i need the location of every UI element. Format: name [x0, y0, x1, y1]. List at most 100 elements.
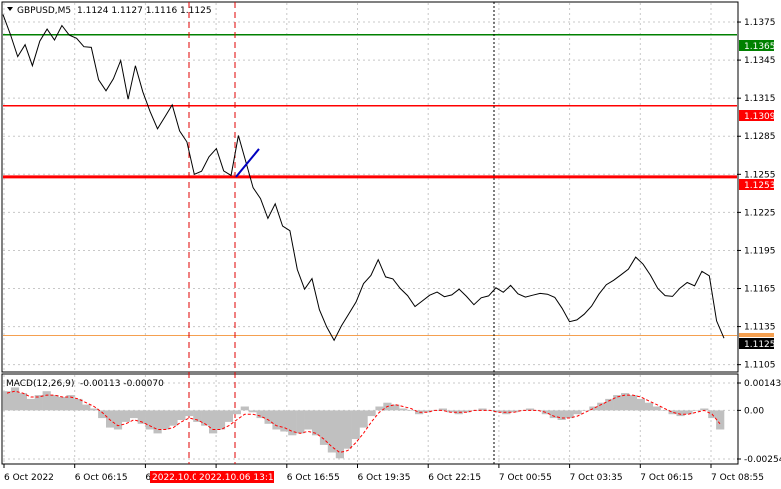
macd-bar: [42, 391, 51, 411]
price-tick-label: 1.1315: [744, 94, 776, 104]
macd-bar: [10, 387, 20, 411]
level-tag-1309: 1.1309: [739, 110, 776, 122]
macd-bar: [407, 410, 416, 411]
time-tick-label: 7 Oct 06:15: [640, 473, 693, 483]
price-tick-label: 1.1285: [744, 132, 776, 142]
macd-bar: [106, 410, 115, 428]
time-tick-label: 7 Oct 08:55: [711, 473, 764, 483]
macd-bar: [494, 410, 503, 413]
macd-bar: [454, 410, 463, 415]
price-tick-label: 1.1255: [744, 170, 776, 180]
macd-bar: [628, 395, 638, 411]
macd-bar: [636, 398, 645, 411]
macd-bar: [256, 410, 265, 419]
macd-bar: [589, 406, 598, 411]
macd-bar: [304, 410, 313, 430]
macd-label: MACD(12,26,9): [6, 379, 74, 389]
time-tick-label: 6 Oct 06:15: [75, 473, 128, 483]
macd-bar: [201, 410, 210, 426]
level-tag-1253: 1.1253: [739, 179, 776, 191]
macd-bar: [581, 410, 590, 411]
macd-bar: [644, 402, 653, 411]
time-tick-label: 7 Oct 00:55: [499, 473, 552, 483]
macd-bar: [359, 410, 368, 428]
macd-bar: [113, 410, 123, 430]
ohlc-values: 1.1124 1.1127 1.1116 1.1125: [77, 6, 212, 16]
macd-bar: [66, 395, 75, 411]
macd-tick-label: -0.00254: [744, 455, 781, 465]
dropdown-triangle-icon[interactable]: [7, 7, 13, 11]
macd-bar: [573, 410, 582, 415]
macd-bar: [161, 410, 170, 430]
macd-bar: [327, 410, 336, 453]
time-marker-tag-1-text: 2022.10.0: [152, 473, 198, 483]
level-tag-1365-text: 1.1365: [744, 42, 776, 52]
macd-bar: [224, 410, 233, 422]
macd-bar: [296, 410, 305, 434]
macd-bar: [676, 410, 685, 417]
price-series-line: [2, 14, 725, 342]
macd-bar: [18, 393, 27, 411]
macd-bar: [351, 410, 360, 440]
macd-bar: [692, 410, 701, 411]
macd-bar: [216, 410, 226, 430]
level-tag-1253-text: 1.1253: [744, 181, 776, 191]
macd-bar: [82, 404, 91, 411]
macd-tick-label: 0.00: [744, 406, 764, 416]
macd-bar: [34, 395, 43, 411]
macd-bar: [668, 410, 677, 415]
macd-bar: [652, 406, 661, 411]
macd-bar: [185, 410, 194, 417]
time-tick-label: 6 Oct 19:35: [358, 473, 411, 483]
macd-bar: [684, 410, 693, 415]
price-panel-frame: [1, 1, 739, 373]
macd-histogram: [3, 387, 725, 459]
macd-bar: [240, 406, 249, 411]
macd-bar: [605, 398, 614, 411]
price-tick-label: 1.1135: [744, 323, 776, 333]
symbol-label: GBPUSD,M5: [17, 6, 71, 16]
macd-bar: [438, 408, 447, 411]
macd-bar: [26, 398, 35, 411]
macd-bar: [248, 410, 257, 413]
macd-bar: [478, 408, 487, 411]
macd-bar: [549, 410, 558, 419]
macd-signal-line: [6, 390, 721, 454]
time-tick-label: 6 Oct 2022: [4, 473, 54, 483]
macd-bar: [169, 410, 178, 426]
price-tick-label: 1.1345: [744, 56, 776, 66]
macd-bar: [375, 406, 384, 411]
time-marker-tag-2-text: 2022.10.06 13:15: [199, 473, 279, 483]
macd-bar: [510, 410, 519, 413]
macd-bar: [557, 410, 566, 420]
macd-bar: [597, 402, 606, 411]
macd-bar: [153, 410, 162, 434]
current-price-tag: 1.1125: [739, 338, 776, 350]
macd-bar: [209, 410, 218, 434]
macd-bar: [177, 410, 186, 420]
macd-bar: [518, 410, 527, 411]
macd-bar: [137, 410, 146, 424]
price-tick-label: 1.1165: [744, 285, 776, 295]
macd-bar: [319, 410, 329, 445]
macd-bar: [415, 410, 424, 415]
macd-tick-label: 0.00143: [744, 379, 781, 389]
time-marker-tag-2: 2022.10.06 13:15: [196, 471, 279, 483]
level-tag-1309-text: 1.1309: [744, 112, 776, 122]
time-tick-label: 6 Oct 16:55: [287, 473, 340, 483]
macd-bar: [272, 410, 281, 430]
macd-bar: [621, 393, 630, 411]
price-tick-label: 1.1225: [744, 208, 776, 218]
price-axis: 1.1375 1.1345 1.1315 1.1285 1.1255 1.1225 1.11…: [737, 18, 776, 371]
macd-bar: [280, 410, 289, 432]
price-tick-label: 1.1195: [744, 246, 776, 256]
macd-bar: [367, 410, 376, 417]
trend-segment[interactable]: [235, 148, 260, 178]
macd-bar: [525, 408, 535, 411]
macd-bar: [399, 408, 408, 411]
price-tick-label: 1.1375: [744, 18, 776, 28]
macd-bar: [700, 408, 709, 411]
macd-bar: [335, 410, 344, 459]
macd-bar: [74, 398, 83, 411]
